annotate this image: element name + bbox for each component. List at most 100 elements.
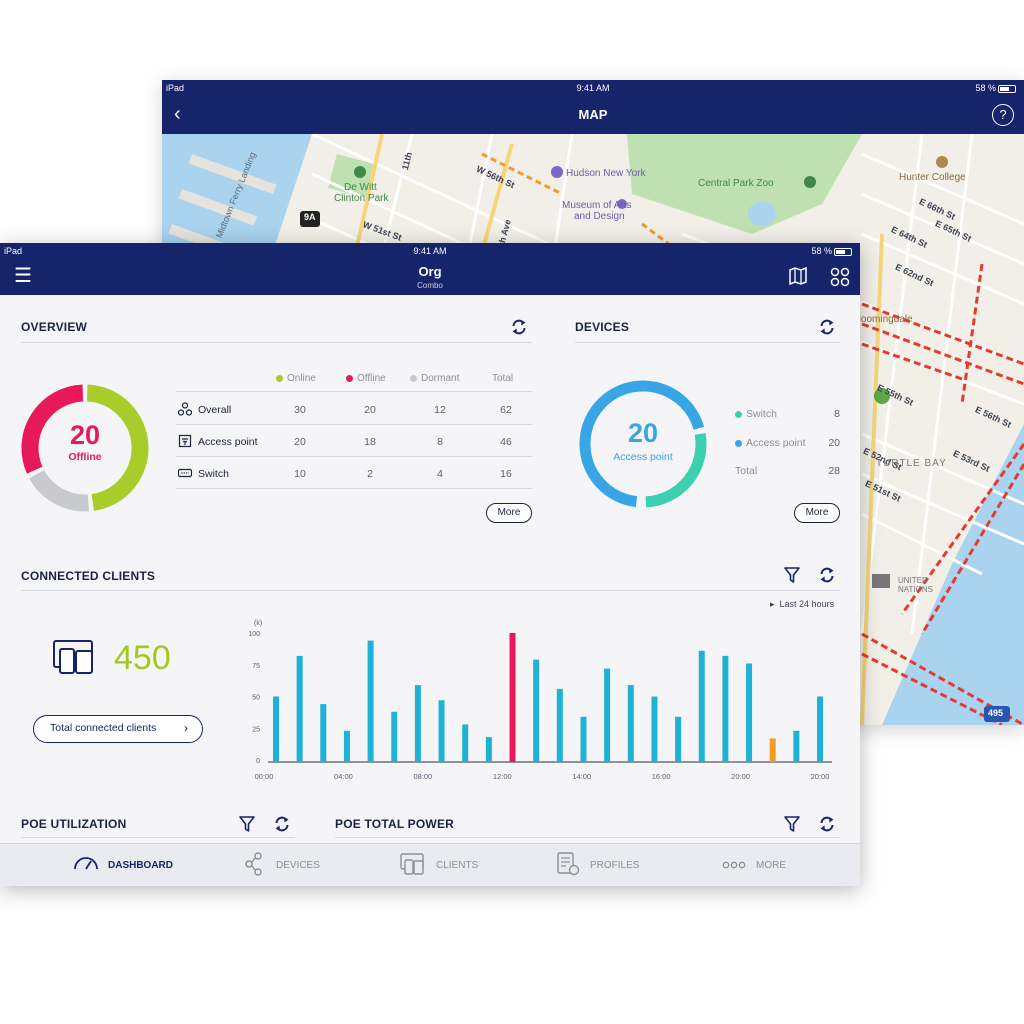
map-battery-text: 58 % bbox=[975, 83, 996, 93]
legend-dormant: Dormant bbox=[410, 373, 459, 384]
map-label-museum-2: and Design bbox=[574, 211, 625, 222]
row-total: 46 bbox=[500, 436, 512, 448]
clients-refresh-icon[interactable] bbox=[818, 566, 836, 584]
donut-segment-switch bbox=[645, 432, 707, 508]
status-device: iPad bbox=[4, 246, 23, 256]
row-label: Switch bbox=[198, 468, 229, 480]
row-offline: 20 bbox=[364, 404, 376, 416]
row-label: Access point bbox=[198, 436, 258, 448]
row-online: 10 bbox=[294, 468, 306, 480]
map-title: MAP bbox=[578, 107, 608, 122]
chart-x-tick-label: 20:00 bbox=[811, 772, 830, 781]
chart-y-unit-label: (k) bbox=[254, 620, 262, 627]
chart-bar bbox=[722, 655, 729, 762]
devices-share-icon bbox=[245, 852, 262, 876]
help-icon[interactable]: ? bbox=[992, 104, 1014, 126]
total-connected-clients-button[interactable]: Total connected clients › bbox=[33, 715, 203, 743]
devices-donut-label: Access point bbox=[613, 451, 673, 463]
clients-bar-chart: (k) 0 25 50 75 100 00:00 04:00 08:00 12:00 14:00 16… bbox=[248, 620, 832, 781]
devices-more-button[interactable]: More bbox=[794, 503, 840, 523]
chart-bar bbox=[414, 685, 421, 762]
legend-offline-label: Offline bbox=[357, 373, 386, 384]
overview-donut-label: Offline bbox=[68, 451, 102, 463]
chart-x-tick-label: 04:00 bbox=[334, 772, 353, 781]
table-row[interactable]: Access point 20 18 8 46 bbox=[176, 425, 532, 457]
overview-refresh-icon[interactable] bbox=[510, 318, 528, 336]
hamburger-menu-icon[interactable]: ☰ bbox=[14, 265, 32, 287]
devices-total-value: 28 bbox=[828, 465, 840, 477]
battery-icon bbox=[834, 247, 852, 256]
chart-y-tick-label: 100 bbox=[248, 631, 260, 638]
chart-bar bbox=[793, 730, 800, 762]
chart-x-tick-label: 00:00 bbox=[255, 772, 274, 781]
legend-online-label: Online bbox=[287, 373, 316, 384]
chart-bar bbox=[746, 663, 753, 762]
map-label-turtle-bay: TURTLE BAY bbox=[876, 458, 947, 469]
map-label-hudson: Hudson New York bbox=[566, 168, 646, 179]
time-range-selector[interactable]: ▸ Last 24 hours bbox=[770, 599, 835, 609]
nav-title: Org bbox=[418, 264, 442, 279]
table-header-divider bbox=[176, 391, 532, 392]
row-total: 62 bbox=[500, 404, 512, 416]
map-icon[interactable] bbox=[788, 267, 808, 285]
devices-total-label: Total bbox=[735, 465, 758, 477]
time-range-label: Last 24 hours bbox=[779, 599, 835, 609]
devices-divider bbox=[575, 342, 840, 343]
row-dormant: 4 bbox=[437, 468, 443, 480]
map-label-central-park-zoo: Central Park Zoo bbox=[698, 178, 774, 189]
chart-bar bbox=[296, 655, 303, 762]
map-label-nations: NATIONS bbox=[898, 585, 933, 594]
clients-filter-icon[interactable] bbox=[783, 566, 801, 584]
chart-bar bbox=[273, 696, 279, 762]
chart-bar bbox=[698, 650, 705, 762]
chart-x-tick-label: 20:00 bbox=[731, 772, 750, 781]
overview-title: OVERVIEW bbox=[21, 320, 88, 334]
map-label-exit: 9A bbox=[304, 212, 316, 222]
chart-bar bbox=[320, 704, 327, 762]
poe-power-filter-icon[interactable] bbox=[783, 815, 801, 833]
clients-divider bbox=[21, 590, 840, 591]
tab-devices[interactable]: DEVICES bbox=[244, 844, 334, 886]
tab-devices-label: DEVICES bbox=[276, 860, 320, 871]
access-point-icon bbox=[178, 434, 192, 448]
poe-total-power-title: POE TOTAL POWER bbox=[335, 817, 455, 831]
offline-dot-icon bbox=[346, 374, 353, 382]
devices-refresh-icon[interactable] bbox=[818, 318, 836, 336]
chart-bar bbox=[485, 737, 492, 762]
chart-bar bbox=[462, 724, 469, 762]
table-row[interactable]: Overall 30 20 12 62 bbox=[176, 393, 532, 425]
tab-dashboard[interactable]: DASHBOARD bbox=[72, 844, 182, 886]
map-label-clinton-park: Clinton Park bbox=[334, 193, 389, 204]
bottom-tab-bar: DASHBOARD DEVICES CLIENTS PROFILES MORE bbox=[0, 843, 860, 886]
connected-clients-title: CONNECTED CLIENTS bbox=[21, 569, 156, 583]
tab-more[interactable]: MORE bbox=[722, 844, 802, 886]
map-status-device: iPad bbox=[166, 83, 185, 93]
chart-y-tick-label: 25 bbox=[252, 726, 260, 733]
switch-dot-icon bbox=[735, 410, 742, 418]
chart-bar bbox=[769, 738, 776, 762]
tab-profiles[interactable]: PROFILES bbox=[556, 844, 656, 886]
tab-clients[interactable]: CLIENTS bbox=[400, 844, 490, 886]
poe-util-refresh-icon[interactable] bbox=[273, 815, 291, 833]
devices-legend-ap-label: Access point bbox=[746, 437, 806, 449]
poe-power-refresh-icon[interactable] bbox=[818, 815, 836, 833]
tab-dashboard-label: DASHBOARD bbox=[108, 860, 173, 871]
chart-bar bbox=[533, 659, 540, 762]
apps-grid-icon[interactable] bbox=[830, 267, 850, 287]
chart-x-tick-label: 14:00 bbox=[572, 772, 591, 781]
overview-more-button[interactable]: More bbox=[486, 503, 532, 523]
table-row[interactable]: Switch 10 2 4 16 bbox=[176, 457, 532, 489]
legend-offline: Offline bbox=[346, 373, 386, 384]
poe-util-filter-icon[interactable] bbox=[238, 815, 256, 833]
devices-screens-icon bbox=[53, 640, 93, 674]
devices-donut-chart bbox=[579, 380, 707, 508]
tab-profiles-label: PROFILES bbox=[590, 860, 640, 871]
row-label: Overall bbox=[198, 404, 232, 416]
tab-clients-label: CLIENTS bbox=[436, 860, 479, 871]
legend-online: Online bbox=[276, 373, 316, 384]
more-dots-icon bbox=[722, 861, 746, 869]
legend-dormant-label: Dormant bbox=[421, 373, 460, 384]
chart-bar bbox=[651, 696, 658, 762]
chart-x-tick-label: 12:00 bbox=[493, 772, 512, 781]
back-arrow-icon[interactable]: ‹ bbox=[174, 103, 181, 125]
